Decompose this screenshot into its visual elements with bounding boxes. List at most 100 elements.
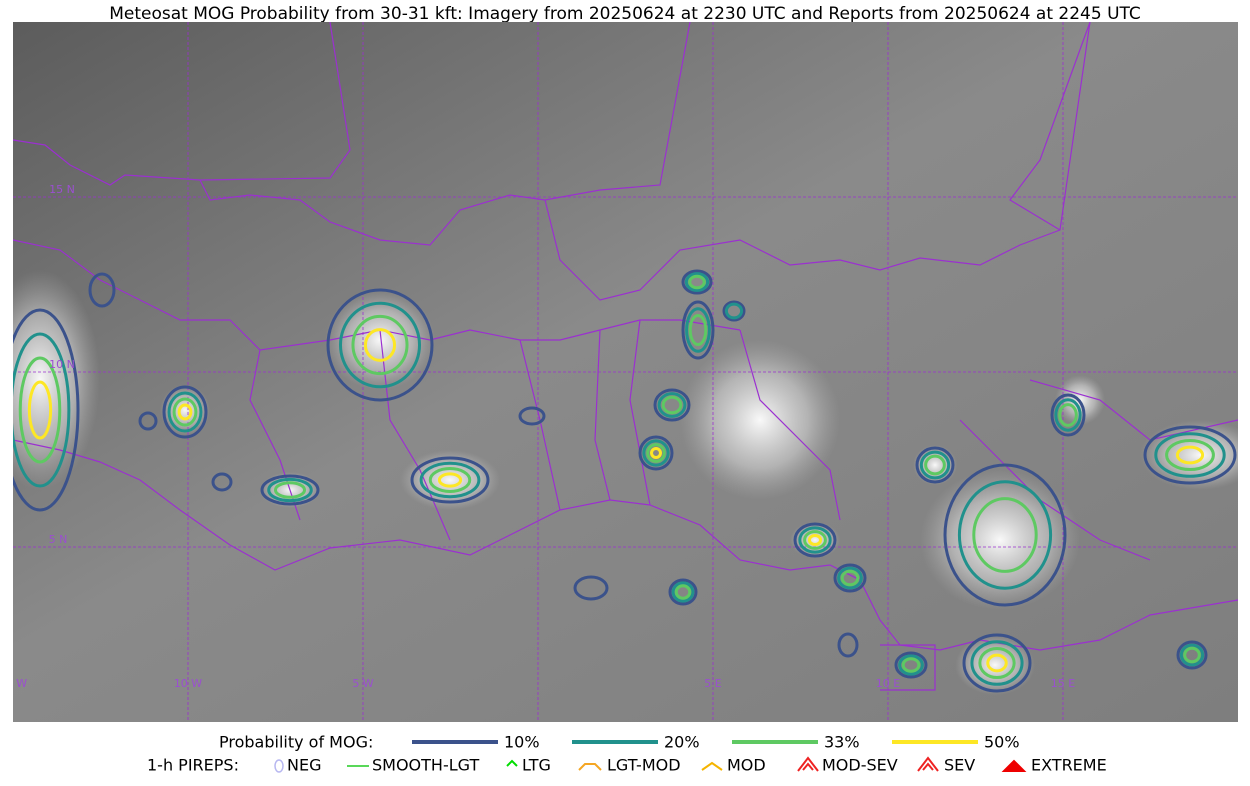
lat-label: 10 N xyxy=(49,358,75,371)
contour xyxy=(13,308,80,512)
pirep-icon xyxy=(1001,759,1027,772)
legend-title: 1-h PIREPS: xyxy=(147,756,239,775)
contour xyxy=(638,435,674,471)
contour xyxy=(172,397,198,427)
pirep-icon xyxy=(797,756,819,772)
contour xyxy=(970,640,1024,686)
lon-label: 5 W xyxy=(352,677,373,690)
contour xyxy=(915,446,955,484)
contour xyxy=(898,654,924,676)
cloud xyxy=(913,445,957,485)
contour xyxy=(653,388,691,422)
lon-label: 10 W xyxy=(174,677,202,690)
contour xyxy=(957,480,1053,590)
contour xyxy=(840,569,860,587)
contour xyxy=(338,301,422,389)
contour xyxy=(722,300,746,322)
lon-label: 10 E xyxy=(876,677,900,690)
legend-label: MOD-SEV xyxy=(822,756,898,775)
legend-label: LTG xyxy=(522,756,551,775)
contour xyxy=(798,526,832,554)
contour xyxy=(18,356,62,464)
pirep-icon xyxy=(701,761,723,771)
pirep-icon xyxy=(506,759,518,767)
cloud xyxy=(920,470,1080,610)
lon-label: 15 E xyxy=(1051,677,1075,690)
contour xyxy=(650,447,662,459)
contour xyxy=(1154,432,1226,478)
contour xyxy=(807,534,823,546)
contour xyxy=(833,563,867,593)
contour xyxy=(646,443,666,463)
contour xyxy=(681,300,715,360)
borders xyxy=(13,22,1238,691)
contour xyxy=(657,392,687,418)
contour xyxy=(661,395,683,415)
contour xyxy=(13,332,71,488)
contour xyxy=(688,313,708,347)
contour xyxy=(1058,403,1078,427)
contour xyxy=(1054,398,1082,432)
contour xyxy=(419,461,481,499)
legend-label: SMOOTH-LGT xyxy=(372,756,479,775)
legend-title: Probability of MOG: xyxy=(219,733,373,752)
mog-contours xyxy=(13,269,1237,693)
lat-label: 15 N xyxy=(49,183,75,196)
contour xyxy=(642,439,670,467)
legend-label: 10% xyxy=(504,733,540,752)
contour xyxy=(1050,393,1086,437)
contour xyxy=(1165,438,1215,472)
contour xyxy=(978,646,1016,680)
contour xyxy=(724,302,744,320)
legend-label: NEG xyxy=(287,756,321,775)
contour xyxy=(894,651,928,679)
contour xyxy=(437,472,463,488)
contour xyxy=(837,566,863,590)
contour xyxy=(901,657,921,673)
border xyxy=(1009,22,1091,231)
contour xyxy=(273,481,307,499)
contour xyxy=(668,578,698,606)
map: 15 N 10 N 5 N 15 W 10 W 5 W 5 E 10 E 15 … xyxy=(0,22,1238,722)
legend-label: 50% xyxy=(984,733,1020,752)
pirep-icon xyxy=(578,763,602,771)
legend-label: LGT-MOD xyxy=(607,756,681,775)
contour xyxy=(1175,445,1205,465)
contour xyxy=(162,385,208,439)
border xyxy=(13,22,351,186)
contour xyxy=(681,269,713,295)
contour xyxy=(803,530,827,550)
contour xyxy=(986,653,1008,673)
contour xyxy=(177,403,193,421)
contour xyxy=(837,632,859,658)
contour xyxy=(428,467,472,493)
contour xyxy=(518,406,546,426)
contour xyxy=(962,633,1032,693)
contour xyxy=(88,272,116,308)
graticule xyxy=(13,22,1238,722)
contour xyxy=(1183,646,1201,664)
contour xyxy=(260,474,320,506)
contour xyxy=(573,575,609,601)
contour xyxy=(27,380,53,440)
contour xyxy=(1179,643,1205,667)
contour xyxy=(943,463,1067,607)
border xyxy=(199,22,691,246)
lat-label: 5 N xyxy=(49,533,68,546)
pirep-icon xyxy=(274,759,284,773)
contour xyxy=(167,391,203,433)
contour xyxy=(351,314,409,376)
cloud xyxy=(1140,420,1238,490)
title: Meteosat MOG Probability from 30-31 kft:… xyxy=(109,4,1141,24)
contour xyxy=(919,450,951,480)
contour xyxy=(685,307,711,353)
lon-label: 15 W xyxy=(0,677,27,690)
pirep-icon xyxy=(917,756,939,772)
contour xyxy=(326,288,434,402)
contour xyxy=(972,497,1038,573)
contour xyxy=(138,411,158,431)
legend-label: EXTREME xyxy=(1031,756,1107,775)
contour xyxy=(684,272,710,292)
cloud xyxy=(680,340,840,500)
